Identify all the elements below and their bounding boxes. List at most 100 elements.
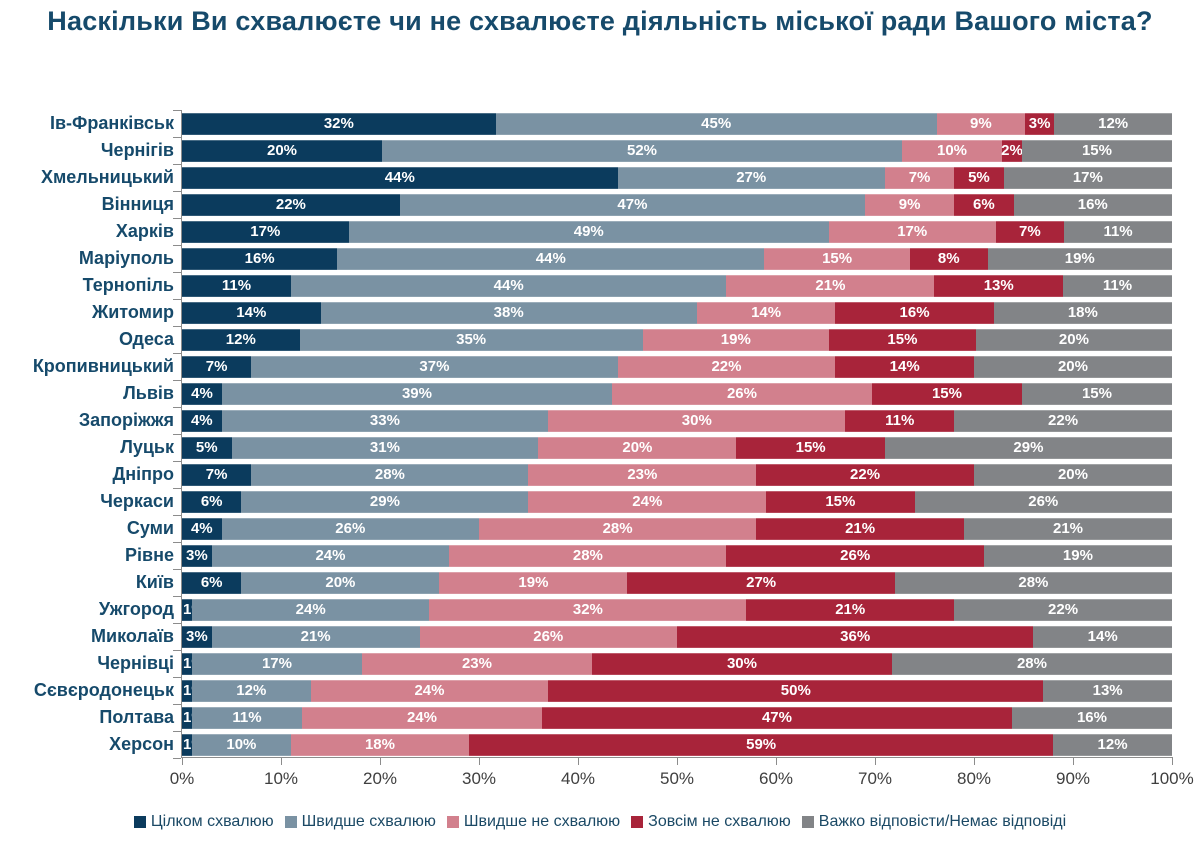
bar-stack: 4% 33% 30% 11% 22% <box>182 409 1172 432</box>
bar-value-label: 4% <box>191 384 213 402</box>
bar-segment: 23% <box>361 652 592 675</box>
bar-value-label: 13% <box>1092 681 1123 699</box>
bar-value-label: 2% <box>1001 141 1023 159</box>
legend-swatch <box>446 816 459 828</box>
bar-stack: 14% 38% 14% 16% 18% <box>182 301 1172 324</box>
bar-segment: 44% <box>182 166 618 189</box>
y-axis-tick <box>173 488 181 489</box>
bar-value-label: 18% <box>364 735 395 753</box>
bar-stack: 3% 21% 26% 36% 14% <box>182 625 1172 648</box>
bar-segment: 20% <box>182 139 382 162</box>
bar-value-label: 15% <box>931 384 962 402</box>
bar-value-label: 28% <box>1016 654 1047 672</box>
bar-segment: 36% <box>676 625 1034 648</box>
bar-segment: 29% <box>884 436 1172 459</box>
bar-value-label: 21% <box>815 276 846 294</box>
bar-segment: 6% <box>954 193 1014 216</box>
y-axis-tick <box>173 218 181 219</box>
bar-value-label: 6% <box>200 573 223 591</box>
chart-row: Харків 17% 49% 17% 7% 11% <box>0 218 1200 245</box>
bar-value-label: 19% <box>1062 546 1093 564</box>
bar-value-label: 26% <box>840 546 871 564</box>
bar-value-label: 32% <box>323 114 354 132</box>
bar-segment: 12% <box>1054 112 1172 135</box>
bar-value-label: 26% <box>726 384 757 402</box>
bar-segment: 26% <box>726 544 984 567</box>
x-axis-tick-label: 10% <box>263 769 299 788</box>
bar-segment: 32% <box>429 598 747 621</box>
bar-segment: 20% <box>973 463 1172 486</box>
bar-value-label: 4% <box>190 411 213 429</box>
bar-value-label: 7% <box>1019 222 1041 240</box>
bar-value-label: 24% <box>632 492 663 510</box>
bar-value-label: 47% <box>761 708 792 726</box>
bar-segment: 28% <box>478 517 757 540</box>
bar-segment: 21% <box>211 625 420 648</box>
bar-segment: 44% <box>337 247 765 270</box>
bar-value-label: 24% <box>406 708 437 726</box>
bar-segment: 22% <box>954 409 1172 432</box>
bar-value-label: 3% <box>186 627 208 645</box>
y-axis-tick <box>173 569 181 570</box>
bar-value-label: 19% <box>720 330 751 348</box>
legend-item: Цілком схвалюю <box>133 813 274 831</box>
bar-segment: 15% <box>1021 139 1172 162</box>
bar-segment: 2% <box>1001 139 1023 162</box>
bar-stack: 1% 24% 32% 21% 22% <box>182 598 1172 621</box>
bar-value-label: 15% <box>825 492 856 510</box>
y-axis-tick <box>173 137 181 138</box>
bar-segment: 24% <box>310 679 549 702</box>
chart-row: Черкаси 6% 29% 24% 15% 26% <box>0 488 1200 515</box>
bar-segment: 26% <box>221 517 479 540</box>
bar-value-label: 10% <box>936 141 968 159</box>
bar-value-label: 33% <box>369 411 400 429</box>
bar-stack: 1% 17% 23% 30% 28% <box>182 652 1172 675</box>
bar-segment: 32% <box>182 112 496 135</box>
bar-segment: 27% <box>617 166 885 189</box>
legend-label: Зовсім не схвалюю <box>648 813 791 830</box>
bar-value-label: 20% <box>325 573 356 591</box>
bar-segment: 6% <box>182 490 242 513</box>
category-label: Маріуполь <box>78 248 174 268</box>
chart-row: Київ 6% 20% 19% 27% 28% <box>0 569 1200 596</box>
bar-segment: 19% <box>987 247 1172 270</box>
chart-row: Запоріжжя 4% 33% 30% 11% 22% <box>0 407 1200 434</box>
bar-value-label: 7% <box>908 168 931 186</box>
bar-segment: 11% <box>191 706 302 729</box>
y-axis-tick <box>173 299 181 300</box>
bar-segment: 21% <box>726 274 935 297</box>
x-axis-tick <box>875 758 876 765</box>
bar-segment: 3% <box>1024 112 1055 135</box>
bar-segment: 21% <box>964 517 1172 540</box>
chart-row: Рівне 3% 24% 28% 26% 19% <box>0 542 1200 569</box>
bar-segment: 52% <box>382 139 902 162</box>
bar-value-label: 29% <box>369 492 400 510</box>
bar-segment: 30% <box>591 652 892 675</box>
bar-value-label: 16% <box>1076 708 1107 726</box>
bar-segment: 38% <box>320 301 697 324</box>
bar-segment: 17% <box>1003 166 1172 189</box>
bar-value-label: 4% <box>190 519 213 537</box>
bar-value-label: 35% <box>456 330 487 348</box>
bar-value-label: 11% <box>232 708 262 726</box>
bar-segment: 59% <box>469 733 1054 756</box>
category-label: Рівне <box>125 545 174 565</box>
bar-segment: 6% <box>182 571 242 594</box>
bar-value-label: 22% <box>1048 411 1079 429</box>
bar-stack: 3% 24% 28% 26% 19% <box>182 544 1172 567</box>
bar-value-label: 6% <box>973 195 995 213</box>
chart-row: Полтава 1% 11% 24% 47% 16% <box>0 704 1200 731</box>
x-axis-tick-label: 90% <box>1055 769 1091 788</box>
legend-label: Важко відповісти/Немає відповіді <box>818 813 1067 830</box>
legend-swatch <box>284 816 297 828</box>
bar-segment: 4% <box>182 382 222 405</box>
bar-segment: 44% <box>290 274 727 297</box>
y-axis-tick <box>173 461 181 462</box>
legend-swatch <box>801 816 814 828</box>
x-axis-tick <box>380 758 381 765</box>
x-axis: 0% 10% 20% 30% 40% 50% 60% 70% 80% 90% 100% <box>170 757 1194 797</box>
bar-segment: 19% <box>983 544 1172 567</box>
bar-value-label: 13% <box>983 276 1014 294</box>
bar-segment: 15% <box>736 436 885 459</box>
bar-stack: 1% 11% 24% 47% 16% <box>182 706 1172 729</box>
